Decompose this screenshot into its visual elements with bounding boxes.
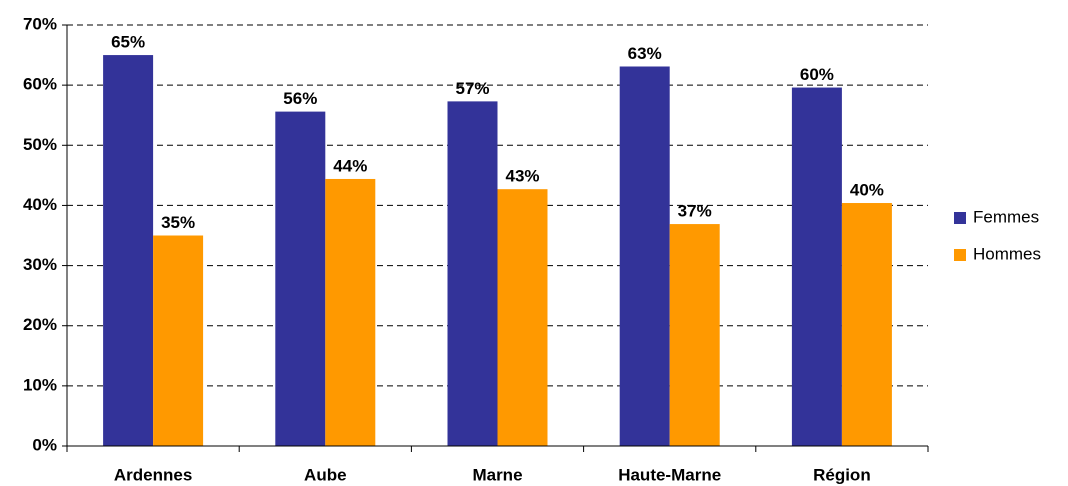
data-label: 57% <box>455 79 489 98</box>
data-label: 37% <box>678 202 712 221</box>
y-tick-label: 60% <box>23 75 57 94</box>
data-label: 43% <box>505 167 539 186</box>
bar <box>619 66 670 447</box>
y-tick-label: 50% <box>23 135 57 154</box>
x-tick-label: Région <box>813 465 871 484</box>
bar <box>447 101 498 446</box>
x-tick-label: Aube <box>304 465 347 484</box>
bar <box>791 87 842 446</box>
data-label: 40% <box>850 181 884 200</box>
data-label: 44% <box>333 156 367 175</box>
x-tick-label: Haute-Marne <box>618 465 721 484</box>
y-tick-label: 10% <box>23 375 57 394</box>
y-tick-label: 70% <box>23 14 57 33</box>
data-label: 63% <box>628 44 662 63</box>
y-tick-label: 40% <box>23 195 57 214</box>
data-label: 56% <box>283 89 317 108</box>
bar <box>153 235 204 446</box>
bar <box>103 55 154 446</box>
bar <box>841 203 892 446</box>
legend-swatch <box>954 212 966 224</box>
data-label: 35% <box>161 213 195 232</box>
data-label: 60% <box>800 65 834 84</box>
legend-label: Femmes <box>973 207 1039 226</box>
data-label: 65% <box>111 33 145 52</box>
y-tick-label: 30% <box>23 255 57 274</box>
y-tick-label: 0% <box>32 435 57 454</box>
x-tick-label: Ardennes <box>114 465 192 484</box>
legend-swatch <box>954 249 966 261</box>
bar <box>325 178 376 447</box>
bar <box>669 224 720 446</box>
bar <box>275 111 326 446</box>
legend-label: Hommes <box>973 244 1041 263</box>
y-tick-label: 20% <box>23 315 57 334</box>
x-tick-label: Marne <box>472 465 522 484</box>
bar <box>497 189 548 446</box>
